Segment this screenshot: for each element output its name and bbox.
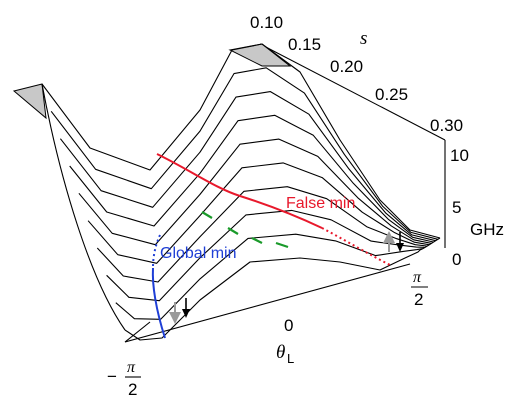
theta-axis: − π 2 0 π 2 θ L bbox=[107, 269, 428, 399]
front-axis-line bbox=[124, 263, 411, 343]
s-tick-2: 0.20 bbox=[330, 57, 363, 76]
right-arrows bbox=[383, 231, 404, 252]
theta-tick-2-den: 2 bbox=[414, 290, 423, 309]
theta-tick-1: 0 bbox=[284, 316, 293, 335]
left-end-cap bbox=[12, 83, 47, 120]
surface-slices bbox=[41, 43, 441, 341]
slice-curve-3 bbox=[69, 114, 434, 243]
theta-axis-label: θ bbox=[276, 342, 285, 363]
z-axis: 10 5 0 GHz bbox=[450, 146, 504, 269]
theta-tick-0-den: 2 bbox=[128, 380, 137, 399]
right-side-edge bbox=[419, 237, 441, 251]
back-edge-line bbox=[259, 43, 446, 141]
left-arrows bbox=[169, 298, 190, 324]
theta-tick-2-num: π bbox=[413, 269, 422, 286]
z-tick-0: 0 bbox=[452, 250, 461, 269]
false-min-label: False min bbox=[286, 195, 355, 212]
black-down-arrowhead-right bbox=[396, 243, 404, 252]
theta-tick-0-sign: − bbox=[107, 367, 117, 386]
slice-curve-5 bbox=[87, 162, 429, 264]
s-tick-1: 0.15 bbox=[288, 35, 321, 54]
slice-curve-2 bbox=[59, 91, 436, 242]
false-min-line bbox=[156, 153, 323, 229]
surface-frame bbox=[124, 43, 446, 343]
global-min-line bbox=[151, 267, 166, 339]
slice-curve-4 bbox=[78, 138, 432, 246]
s-axis: s 0.10 0.15 0.20 0.25 0.30 bbox=[250, 13, 463, 135]
z-tick-1: 5 bbox=[452, 198, 461, 217]
grey-down-arrowhead bbox=[169, 312, 181, 324]
global-min-label: Global min bbox=[160, 245, 236, 262]
theta-tick-0-num: π bbox=[127, 359, 136, 376]
left-axis-line bbox=[124, 321, 151, 343]
black-down-arrowhead bbox=[182, 309, 190, 318]
s-tick-0: 0.10 bbox=[250, 13, 283, 32]
slice-curve-9 bbox=[124, 249, 421, 341]
s-tick-4: 0.30 bbox=[430, 116, 463, 135]
z-axis-unit: GHz bbox=[470, 220, 504, 239]
s-axis-label: s bbox=[360, 28, 367, 49]
slice-curve-7 bbox=[106, 209, 425, 302]
s-tick-3: 0.25 bbox=[375, 85, 408, 104]
slice-curve-1 bbox=[50, 67, 438, 240]
slice-curve-6 bbox=[96, 186, 427, 283]
grey-up-arrowhead bbox=[383, 231, 395, 243]
slice-curve-0 bbox=[41, 43, 441, 239]
saddle-dashed-line bbox=[201, 211, 289, 249]
global-min-dotted-line bbox=[152, 234, 161, 269]
left-side-edge bbox=[41, 83, 126, 331]
theta-axis-label-sub: L bbox=[287, 351, 294, 366]
slice-curve-8 bbox=[115, 233, 423, 320]
z-tick-2: 10 bbox=[450, 146, 469, 165]
